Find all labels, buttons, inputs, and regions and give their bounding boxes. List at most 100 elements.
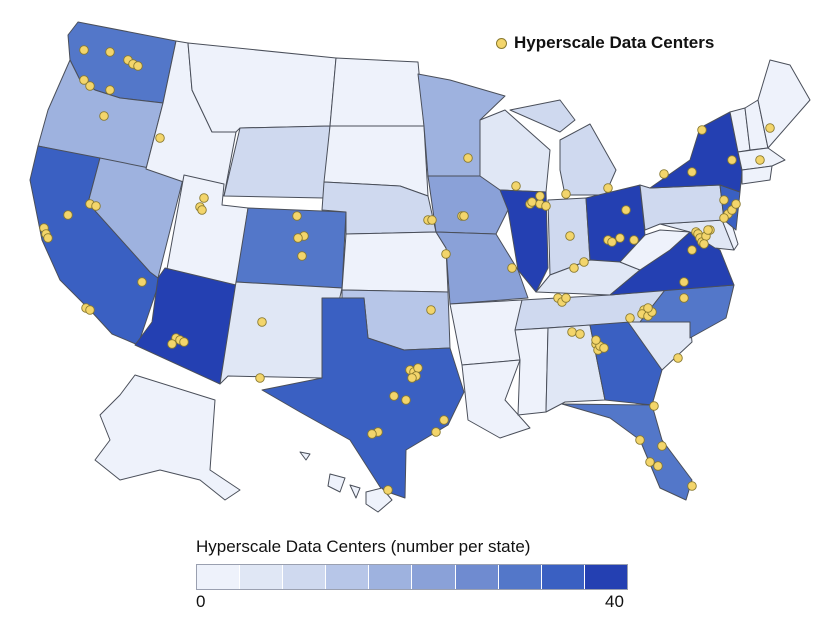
state-texas (261, 297, 465, 499)
data-center-marker (607, 237, 617, 247)
data-center-marker (615, 233, 625, 243)
data-center-marker (679, 277, 689, 287)
data-center-marker (599, 343, 609, 353)
data-center-markers (39, 45, 775, 495)
data-center-marker (719, 213, 729, 223)
state-georgia (589, 321, 663, 406)
data-center-marker (649, 401, 659, 411)
data-center-marker (535, 191, 545, 201)
data-center-marker (179, 337, 189, 347)
data-center-marker (635, 435, 645, 445)
state-hawaii (299, 451, 393, 513)
data-center-marker (426, 305, 436, 315)
color-scale-bin-9 (584, 565, 627, 589)
data-center-marker (137, 277, 147, 287)
color-scale-max-label: 40 (605, 592, 624, 611)
data-center-marker (133, 61, 143, 71)
data-center-marker (621, 205, 631, 215)
state-new-york (649, 111, 743, 193)
color-scale-bin-4 (369, 565, 413, 589)
data-center-marker (199, 193, 209, 203)
data-center-marker (99, 111, 109, 121)
data-center-legend-label: Hyperscale Data Centers (514, 33, 715, 52)
data-center-marker (401, 395, 411, 405)
color-scale-title: Hyperscale Data Centers (number per stat… (196, 537, 531, 556)
color-scale-bin-3 (326, 565, 370, 589)
data-center-marker (197, 205, 207, 215)
data-center-marker (561, 189, 571, 199)
data-center-marker (569, 263, 579, 273)
data-center-marker (603, 183, 613, 193)
data-center-marker (731, 199, 741, 209)
data-center-marker (653, 461, 663, 471)
color-scale-bin-2 (283, 565, 327, 589)
data-center-marker (565, 231, 575, 241)
state-alaska (94, 374, 241, 501)
data-center-marker (567, 327, 577, 337)
color-scale-bin-0 (197, 565, 241, 589)
color-scale-bin-7 (498, 565, 542, 589)
data-center-marker (703, 225, 713, 235)
color-scale-bin-6 (455, 565, 499, 589)
data-center-marker (561, 293, 571, 303)
data-center-marker (79, 75, 89, 85)
data-center-marker (167, 339, 177, 349)
data-center-marker (575, 329, 585, 339)
state-arkansas (449, 299, 523, 366)
data-center-marker (727, 155, 737, 165)
data-center-marker (579, 257, 589, 267)
us-choropleth-map (29, 21, 811, 513)
data-center-marker (673, 353, 683, 363)
data-center-legend-marker (496, 38, 507, 49)
state-maine (757, 59, 811, 149)
data-center-marker (427, 215, 437, 225)
color-scale-bin-1 (240, 565, 284, 589)
state-wyoming (223, 125, 331, 199)
state-north-dakota (329, 57, 425, 127)
state-alabama (545, 324, 606, 413)
data-center-marker (511, 181, 521, 191)
state-missouri (435, 231, 529, 305)
data-center-marker (292, 211, 302, 221)
data-center-marker (367, 429, 377, 439)
color-scale-bin-5 (412, 565, 456, 589)
data-center-marker (63, 210, 73, 220)
data-center-marker (679, 293, 689, 303)
data-center-marker (697, 125, 707, 135)
state-mississippi (514, 327, 549, 416)
data-center-marker (439, 415, 449, 425)
state-montana (187, 42, 337, 133)
data-center-marker (413, 363, 423, 373)
data-center-marker (629, 235, 639, 245)
data-center-marker (105, 47, 115, 57)
data-center-marker (459, 211, 469, 221)
data-center-marker (85, 305, 95, 315)
data-center-marker (441, 249, 451, 259)
data-center-marker (43, 233, 53, 243)
data-center-marker (79, 45, 89, 55)
data-center-marker (765, 123, 775, 133)
data-center-marker (297, 251, 307, 261)
color-scale-bar (196, 564, 628, 590)
data-center-marker (293, 233, 303, 243)
data-center-marker (719, 195, 729, 205)
data-center-marker (643, 303, 653, 313)
state-colorado (235, 207, 347, 289)
data-center-marker (407, 373, 417, 383)
data-center-marker (431, 427, 441, 437)
data-center-marker (507, 263, 517, 273)
data-center-marker (687, 245, 697, 255)
data-center-marker (687, 167, 697, 177)
data-center-marker (463, 153, 473, 163)
color-scale-bin-8 (541, 565, 585, 589)
data-center-marker (389, 391, 399, 401)
data-center-marker (687, 481, 697, 491)
color-scale-min-label: 0 (196, 592, 206, 611)
data-center-marker (85, 81, 95, 91)
state-new-mexico (219, 281, 343, 385)
data-center-marker (591, 335, 601, 345)
data-center-marker (541, 201, 551, 211)
data-center-marker (91, 201, 101, 211)
data-center-marker (699, 239, 709, 249)
state-florida (561, 403, 693, 501)
